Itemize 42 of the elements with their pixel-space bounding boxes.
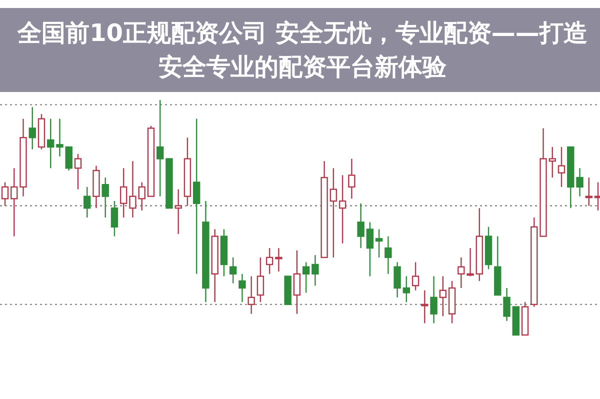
candlestick [293,250,301,314]
candlestick [402,276,410,303]
candlestick [576,168,584,197]
candlestick [394,262,401,298]
candlestick [366,222,374,277]
candlestick [238,273,246,303]
candlestick [312,254,319,286]
candlestick [266,247,274,274]
candlestick [229,256,237,284]
candlestick [594,182,600,212]
candlestick [1,182,9,206]
candlestick [302,262,310,294]
candlestick [384,236,392,274]
candlestick [248,276,255,314]
candlestick [110,200,118,237]
chart-title: 全国前10正规配资公司 安全无忧，专业配资——打造安全专业的配资平台新体验 [16,18,588,83]
candlestick [256,256,264,303]
candlestick [439,276,447,317]
candlestick [192,118,200,274]
candlestick [10,168,18,237]
candlestick [275,247,282,272]
candlestick [74,153,82,190]
candlestick [558,146,566,188]
candlestick [28,106,36,150]
candlestick [548,146,556,178]
candlestick [375,228,383,258]
candlestick [503,287,510,322]
candlestick [47,118,54,169]
candlestick [65,146,72,172]
candlestick [156,99,164,197]
candlestick [338,174,346,244]
candlestick [102,176,109,218]
candlestick [421,290,428,324]
candlestick [330,168,338,258]
candlestick [348,158,356,200]
candlestick [357,202,364,249]
candlestick [84,186,91,218]
candlestick [412,262,420,291]
candlestick [120,168,128,218]
candlestick [174,188,182,235]
candlestick [430,276,438,324]
candlestick [56,118,64,157]
